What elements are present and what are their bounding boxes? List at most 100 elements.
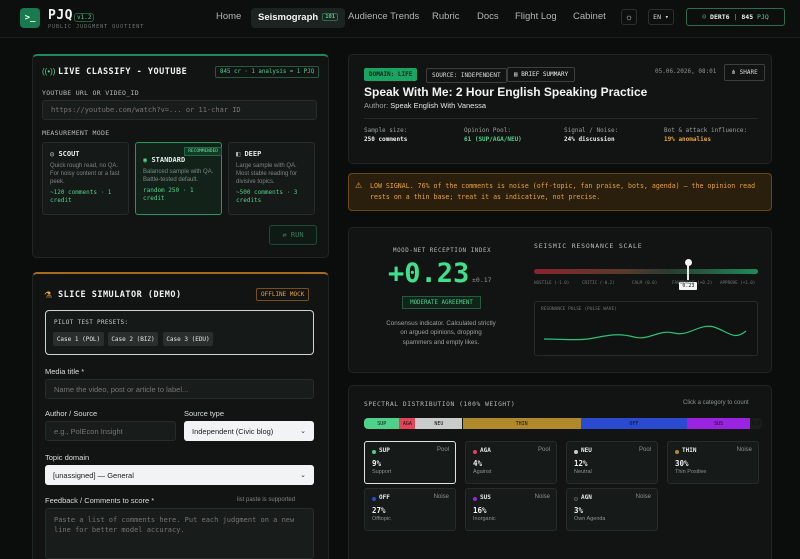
share-icon: ⋔: [731, 69, 737, 76]
mode-scout[interactable]: ◎ SCOUT Quick rough read, no QA. For noi…: [42, 142, 129, 215]
user-credits: 845: [741, 13, 754, 21]
category-code: SUS: [480, 494, 491, 501]
language-select[interactable]: EN ▾: [648, 9, 674, 25]
spectral-segment-sup[interactable]: SUP: [364, 418, 400, 429]
preset-case-1[interactable]: Case 1 (POL): [53, 332, 104, 346]
simulator-title: SLICE SIMULATOR (DEMO): [58, 290, 182, 300]
stat-pool-value: 61 (SUP/AGA/NEU): [464, 136, 522, 143]
feedback-textarea[interactable]: [45, 508, 314, 559]
nav-home[interactable]: Home: [216, 11, 242, 22]
app-name[interactable]: PJQ: [48, 8, 73, 23]
topic-value: [unassigned] — General: [53, 470, 134, 480]
category-card-neu[interactable]: NEU Pool 12% Neutral: [566, 441, 658, 484]
mode-scout-title: ◎ SCOUT: [50, 150, 121, 158]
user-icon: ☺: [702, 13, 711, 21]
spectral-hint: Click a category to count: [683, 400, 749, 406]
nav-flight-log[interactable]: Flight Log: [515, 11, 557, 22]
category-dot: [473, 450, 477, 454]
category-card-off[interactable]: OFF Noise 27% Offtopic: [364, 488, 456, 531]
spectral-segment-thin[interactable]: THIN: [462, 418, 581, 429]
resonance-scale-bar: [534, 269, 758, 274]
mode-standard-cost: random 250 · 1 credit: [143, 187, 194, 203]
mode-standard-desc: Balanced sample with QA. Battle-tested d…: [143, 169, 214, 184]
flask-icon: ⚗: [44, 290, 53, 300]
category-card-agn[interactable]: AGN Noise 3% Own Agenda: [566, 488, 658, 531]
nav-docs[interactable]: Docs: [477, 11, 499, 22]
spectral-segment-neu[interactable]: NEU: [415, 418, 463, 429]
author-input[interactable]: [45, 421, 176, 441]
nav-seismograph[interactable]: Seismograph 101: [251, 8, 346, 28]
author-label: Author / Source: [45, 409, 98, 418]
mode-standard[interactable]: RECOMMENDED ◉ STANDARD Balanced sample w…: [135, 142, 222, 215]
category-group: Pool: [537, 447, 550, 453]
source-type-select[interactable]: Independent (Civic blog) ⌄: [184, 421, 314, 441]
pulse-wave-line: [543, 325, 747, 341]
top-nav: >_ PJQ v1.2 PUBLIC JUDGMENT QUOTIENT Hom…: [0, 0, 800, 38]
nav-rubric[interactable]: Rubric: [432, 11, 460, 22]
preset-case-3[interactable]: Case 3 (EDU): [163, 332, 213, 346]
mode-scout-name: SCOUT: [58, 150, 80, 158]
category-dot: [473, 497, 477, 501]
user-account-button[interactable]: ☺ DERT6 | 845 PJQ: [686, 8, 785, 26]
feedback-label: Feedback / Comments to score *: [45, 496, 155, 505]
category-desc: Own Agenda: [574, 516, 606, 522]
stat-sample-value: 250 comments: [364, 136, 408, 143]
sun-icon[interactable]: ☼: [621, 9, 637, 25]
logo-icon[interactable]: >_: [20, 8, 40, 28]
layers-icon: ◧: [236, 150, 241, 158]
category-value: 27%: [372, 506, 386, 515]
stat-bot-value: 19% anomalies: [664, 136, 711, 143]
low-signal-alert: [348, 173, 772, 211]
category-group: Noise: [534, 494, 550, 500]
category-value: 3%: [574, 506, 584, 515]
mode-scout-desc: Quick rough read, no QA. For noisy conte…: [50, 163, 120, 186]
spectral-segment-aga[interactable]: AGA: [399, 418, 416, 429]
mode-label: MEASUREMENT MODE: [42, 129, 110, 137]
user-separator: |: [733, 13, 738, 21]
share-label: SHARE: [739, 69, 758, 76]
chevron-down-icon: ⌄: [300, 428, 306, 435]
youtube-url-input[interactable]: [42, 100, 317, 120]
language-value: EN: [653, 13, 661, 21]
reception-desc: Consensus indicator. Calculated strictly…: [386, 320, 496, 346]
media-title-input[interactable]: [45, 379, 314, 399]
target-icon: ◉: [143, 156, 148, 164]
run-button[interactable]: ⇄ RUN: [269, 225, 317, 245]
category-value: 30%: [675, 459, 689, 468]
reception-value: +0.23: [388, 258, 470, 289]
nav-cabinet[interactable]: Cabinet: [573, 11, 606, 22]
chevron-down-icon: ⌄: [300, 472, 306, 479]
category-card-sup[interactable]: SUP Pool 9% Support: [364, 441, 456, 484]
pulse-wave-chart: [543, 325, 747, 341]
category-value: 9%: [372, 459, 382, 468]
category-card-aga[interactable]: AGA Pool 4% Against: [465, 441, 557, 484]
spectral-segment-sus[interactable]: SUS: [687, 418, 751, 429]
reception-error: ±0.17: [472, 276, 492, 284]
category-desc: Inorganic: [473, 516, 496, 522]
category-card-sus[interactable]: SUS Noise 16% Inorganic: [465, 488, 557, 531]
credit-chip: 845 cr · 1 analysis = 1 PJQ: [215, 66, 320, 78]
reception-title: MOOD-NET RECEPTION INDEX: [393, 248, 492, 254]
scale-label-calm: CALM (0.0): [632, 280, 658, 285]
mode-deep-title: ◧ DEEP: [236, 150, 307, 158]
nav-audience-trends[interactable]: Audience Trends: [348, 11, 420, 22]
scale-label-hostile: HOSTILE (-1.0): [534, 280, 570, 285]
run-icon: ⇄: [282, 231, 287, 239]
mode-standard-title: ◉ STANDARD: [143, 156, 214, 164]
video-author-line: Author: Speak English With Vanessa: [364, 101, 486, 110]
category-card-thin[interactable]: THIN Noise 30% Thin Positive: [667, 441, 759, 484]
url-label: YOUTUBE URL OR VIDEO_ID: [42, 89, 139, 97]
mode-deep[interactable]: ◧ DEEP Large sample with QA. Most stable…: [228, 142, 315, 215]
preset-case-2[interactable]: Case 2 (BIZ): [108, 332, 158, 346]
video-title: Speak With Me: 2 Hour English Speaking P…: [364, 85, 648, 99]
spectral-segment-agn[interactable]: AGN: [750, 418, 762, 429]
stat-bot-label: Bot & attack influence:: [664, 127, 748, 134]
scale-title: SEISMIC RESONANCE SCALE: [534, 242, 643, 250]
brief-summary-button[interactable]: ▤ BRIEF SUMMARY: [507, 67, 576, 82]
spectral-segment-off[interactable]: OFF: [580, 418, 688, 429]
share-button[interactable]: ⋔ SHARE: [724, 64, 765, 81]
category-group: Pool: [638, 447, 651, 453]
topic-select[interactable]: [unassigned] — General ⌄: [45, 465, 314, 485]
nav-seismograph-label: Seismograph: [258, 12, 319, 23]
media-title-label: Media title *: [45, 367, 85, 376]
